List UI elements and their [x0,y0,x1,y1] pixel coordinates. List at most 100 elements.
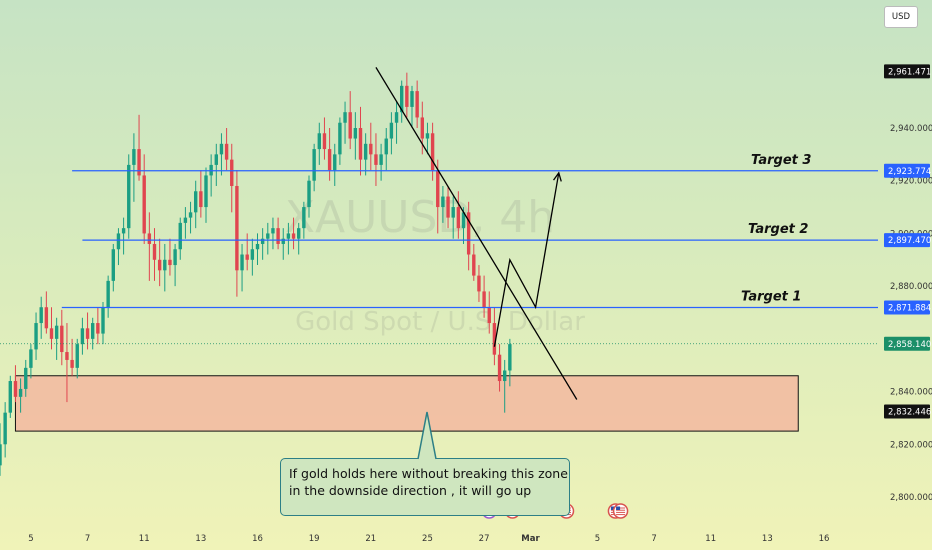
candle [430,122,435,181]
target-price-tag-box [884,233,930,248]
candle-body [147,233,152,244]
target-price-tag-text: 2,897.470 [888,236,931,246]
candle-body [379,154,383,165]
candle [194,180,198,229]
candle-body [163,259,167,271]
candle-body [461,212,466,229]
candle-body [405,85,409,107]
candle-body [245,254,249,260]
annotation-line-1: If gold holds here without breaking this… [289,466,568,481]
candle-body [276,228,280,244]
candle [446,185,450,229]
price-tick-label: 2,800.000 [890,493,932,503]
candle-body [338,122,342,155]
candle-body [260,238,265,244]
candle-body [121,228,126,234]
candle [291,217,296,250]
candle-body [39,307,43,324]
time-axis[interactable]: 5 7 11 13 16 19 21 25 27 Mar 5 7 11 13 16 [28,534,829,544]
candle-body [271,228,275,234]
watermark: XAUUSD, 4h Gold Spot / U.S. Dollar [285,192,585,337]
candle [152,228,157,281]
candle [85,312,90,350]
currency-selector[interactable]: USD [884,6,918,28]
candle [91,317,95,350]
candle [157,238,162,287]
target-label: Target 2 [748,222,808,237]
price-tick-label: 2,880.000 [890,282,932,292]
candle-body [214,154,218,165]
candle [338,117,342,165]
candle-body [400,85,404,113]
high-price-tag: 2,961.471 [884,64,931,79]
candle-body [420,117,424,139]
candle [214,143,218,186]
candle-body [60,325,64,353]
time-tick-label: 11 [705,534,716,544]
candle [410,85,414,128]
candle-body [96,323,100,334]
candle [29,344,33,379]
target-price-tag: 2,871.884 [884,300,931,315]
target-price-tag-text: 2,923.774 [888,167,931,177]
high-price-tag-text: 2,961.471 [888,67,931,77]
candle-body [302,207,306,229]
candle [18,378,23,413]
candle-body [508,344,512,371]
candle [487,291,491,334]
candle [472,243,476,281]
candle-body [91,323,95,339]
time-tick-label: 5 [595,534,600,544]
candle [224,128,229,171]
time-tick-label: 7 [85,534,90,544]
candle-body [75,344,79,368]
candle-body [3,412,7,445]
candle [333,143,337,186]
candle [70,338,74,376]
candle-body [85,328,90,339]
current-price-tag: 2,858.140 [884,336,931,351]
candle [132,133,136,202]
candle-body [436,170,440,208]
us-flag-icon-canton [616,506,621,510]
time-tick-label: 27 [479,534,490,544]
candle-body [410,91,414,107]
target-label: Target 3 [751,153,811,168]
time-tick-label: 5 [28,534,33,544]
candle-body [70,359,74,368]
candle [348,91,352,150]
candle [24,359,28,397]
us-flag-icon-canton [610,506,615,510]
candle [34,312,38,360]
candle-body [374,154,378,165]
us-flag-icon-ring [612,503,629,519]
candle [441,185,445,223]
price-tick-label: 2,940.000 [890,124,932,134]
candle [482,275,486,318]
candle [389,112,394,155]
candle [286,222,291,255]
candle-body [29,349,33,368]
price-axis[interactable]: 2,800.0002,820.0002,840.0002,880.0002,90… [878,0,932,550]
candle-body [240,254,244,271]
candle-body [297,228,301,239]
candle [312,143,316,192]
target-price-tag: 2,897.470 [884,233,931,248]
candle [173,243,177,287]
candle-body [333,154,337,171]
candle [503,359,507,413]
candle [363,133,368,176]
candle [508,338,512,387]
annotation-callout: If gold holds here without breaking this… [280,458,570,516]
high-price-tag-box [884,64,930,79]
candle [400,80,404,123]
candle [199,170,203,218]
target-lines-layer: Target 3 Target 2 Target 1 [0,153,878,345]
candle-body [363,143,368,160]
candle [266,222,270,255]
candle-body [80,328,85,345]
candle [54,317,59,360]
candle-body [430,133,435,171]
candle [116,228,121,266]
candle-body [415,91,419,118]
